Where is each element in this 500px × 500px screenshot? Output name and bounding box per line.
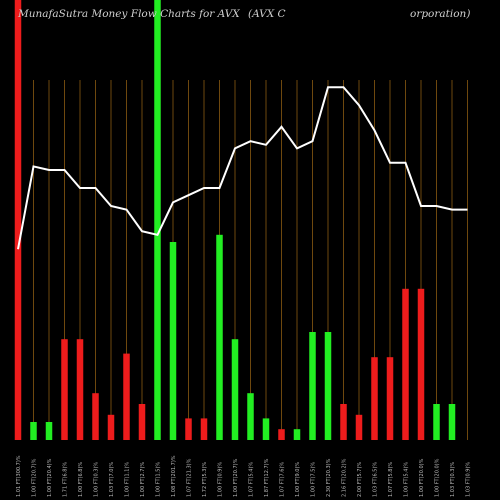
- money-flow-bar: [340, 404, 347, 440]
- money-flow-bar: [61, 339, 68, 440]
- money-flow-bar: [309, 332, 316, 440]
- x-tick-label: 2.30 FT(20.3)%: [326, 458, 332, 497]
- x-tick-label: 1.00 FT(20.7)%: [32, 458, 38, 497]
- money-flow-bar: [169, 242, 177, 440]
- price-line: [17, 86, 468, 250]
- money-flow-bar: [216, 234, 223, 440]
- x-tick-label: 1.00 FT(2.7)%: [140, 462, 146, 497]
- x-tick-label: 1.72 FT(5.3)%: [202, 462, 208, 497]
- x-tick-label: 2.00 FT(5.7)%: [357, 462, 363, 497]
- x-tick-label: 1.03 FT(7.0)%: [109, 462, 115, 497]
- chart-title-left: MunafaSutra Money Flow Charts for AVX: [17, 8, 240, 20]
- money-flow-bar: [92, 393, 99, 440]
- x-tick-label: 1.00 FT(5.4)%: [404, 462, 410, 497]
- x-tick-label: 1.71 FT(6.8)%: [63, 462, 69, 497]
- x-tick-label: 1.00 FT(6.8)%: [78, 462, 84, 497]
- money-flow-bar: [138, 404, 146, 440]
- money-flow-bar: [247, 393, 254, 440]
- money-flow-bar: [154, 0, 161, 440]
- money-flow-bars: [14, 0, 456, 440]
- money-flow-bar: [123, 353, 130, 440]
- money-flow-bar: [448, 404, 456, 440]
- money-flow-bar: [371, 357, 378, 440]
- x-tick-label: 1.00 FT(20.4)%: [47, 458, 53, 497]
- x-tick-label: 1.00 FT(20.0)%: [419, 458, 425, 497]
- x-tick-label: 1.00 FT(9.0)%: [295, 462, 301, 497]
- x-tick-label: 1.00 FT(20.0)%: [435, 458, 441, 497]
- money-flow-bar: [262, 418, 270, 440]
- money-flow-bar: [386, 357, 394, 440]
- money-flow-bar: [185, 418, 192, 440]
- x-tick-label: 1.07 FT(5.8)%: [388, 462, 394, 497]
- money-flow-bar: [278, 429, 285, 440]
- money-flow-bar: [355, 414, 363, 440]
- money-flow-bar: [45, 422, 53, 440]
- x-tick-label: 1.07 FT(7.6)%: [280, 462, 286, 497]
- x-tick-label: 1.07 FT(5.4)%: [249, 462, 255, 497]
- money-flow-bar: [417, 288, 425, 440]
- x-tick-label: 1.00 FT(0.9)%: [218, 462, 224, 497]
- x-tick-label: 1.00 FT(1.5)%: [156, 462, 162, 497]
- price-line-layer: [17, 86, 468, 250]
- x-tick-label: 1.00 FT(0.3)%: [94, 462, 100, 497]
- x-tick-label: 1.00 FT(1.1)%: [125, 462, 131, 497]
- x-tick-label: 1.03 FT(0.3)%: [450, 462, 456, 497]
- money-flow-bar: [433, 404, 440, 440]
- money-flow-bar: [76, 339, 84, 440]
- grid-lines: [17, 80, 468, 440]
- money-flow-bar: [107, 414, 115, 440]
- x-tick-label: 1.03 FT(6.5)%: [373, 462, 379, 497]
- money-flow-bar: [231, 339, 239, 440]
- x-tick-label: 1.00 FT(7.5)%: [311, 462, 317, 497]
- chart-title-mid: (AVX C: [248, 8, 286, 20]
- x-tick-label: 2.16 FT(20.2)%: [342, 458, 348, 497]
- money-flow-bar: [293, 429, 301, 440]
- x-tick-label: 1.08 FT(201.7)%: [171, 455, 177, 497]
- x-axis-labels: 1.01 FT(300.7)% 1.00 FT(20.7)% 1.00 FT(20.…: [16, 455, 472, 497]
- x-tick-label: 1.87 FT(12.7)%: [264, 458, 270, 497]
- x-tick-label: 1.07 FT(21.3)%: [187, 458, 193, 497]
- money-flow-bar: [324, 332, 332, 440]
- money-flow-bar: [200, 418, 208, 440]
- money-flow-bar: [30, 422, 37, 440]
- x-tick-label: 1.00 FT(20.7)%: [233, 458, 239, 497]
- money-flow-bar: [402, 288, 409, 440]
- x-tick-label: 1.01 FT(300.7)%: [16, 455, 22, 497]
- chart-title-right: orporation): [410, 8, 470, 20]
- money-flow-bar: [14, 0, 22, 440]
- x-tick-label: 1.03 FT(0.9)%: [466, 462, 472, 497]
